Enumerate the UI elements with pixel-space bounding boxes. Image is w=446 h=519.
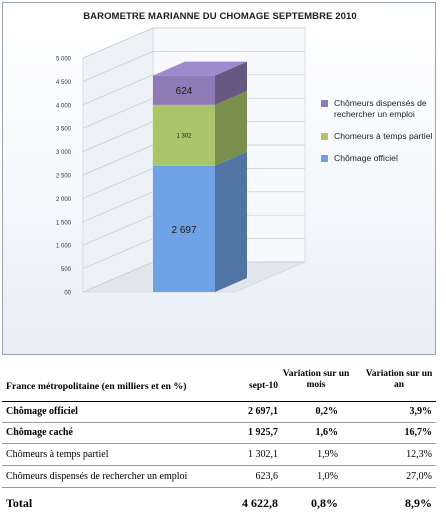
bar-side-temps-partiel (215, 90, 247, 166)
chart-canvas: 5 000 4 500 4 000 3 500 3 000 2 500 2 000 1 500… (56, 27, 306, 297)
y-tick-label: 3 000 (56, 150, 72, 156)
legend-label-officiel: Chômage officiel (334, 153, 398, 163)
row-label: Chômage officiel (6, 406, 78, 417)
table-header: France métropolitaine (en milliers et en… (2, 367, 436, 402)
y-tick-label: 1 000 (56, 244, 72, 250)
y-tick-label: 500 (61, 267, 72, 273)
table-row-total: Total 4 622,8 0,8% 8,9% (2, 488, 436, 518)
row-value: 1 302,1 (248, 449, 278, 460)
y-tick-label: 2 000 (56, 197, 72, 203)
bar-top-dispenses (153, 61, 247, 76)
legend-item-officiel: Chômage officiel (321, 153, 439, 164)
table-row: Chômage caché 1 925,7 1,6% 16,7% (2, 423, 436, 444)
bar-side-dispenses (215, 61, 247, 105)
legend-item-dispenses: Chômeurs dispensés de rechercher un empl… (321, 98, 439, 120)
row-year-variation: 16,7% (404, 427, 433, 438)
row-month-variation: 1,9% (317, 449, 338, 460)
y-tick-label: 4 500 (56, 80, 72, 86)
data-label-dispenses: 624 (176, 86, 193, 97)
row-value: 623,6 (255, 471, 279, 482)
legend-swatch-dispenses (321, 100, 328, 107)
row-month-variation: 0,2% (315, 406, 339, 417)
unemployment-table: France métropolitaine (en milliers et en… (2, 367, 436, 518)
row-value: 1 925,7 (248, 427, 278, 438)
data-label-temps-partiel: 1 302 (176, 133, 192, 139)
bar-front-dispenses (153, 75, 215, 105)
legend-label-dispenses: Chômeurs dispensés de rechercher un empl… (334, 98, 427, 119)
row-year-variation: 3,9% (409, 406, 433, 417)
chart-title: BAROMETRE MARIANNE DU CHOMAGE SEPTEMBRE … (83, 11, 357, 22)
row-month-variation: 1,0% (317, 471, 338, 482)
chart-legend: Chômeurs dispensés de rechercher un empl… (321, 98, 439, 175)
table-row: Chômage officiel 2 697,1 0,2% 3,9% (2, 402, 436, 423)
legend-swatch-officiel (321, 155, 328, 162)
table-row: Chômeurs à temps partiel 1 302,1 1,9% 12… (2, 444, 436, 466)
header-col-date: sept-10 (248, 381, 278, 391)
data-label-officiel: 2 697 (171, 225, 196, 236)
y-tick-label: 2 500 (56, 174, 72, 180)
gridline (82, 74, 305, 106)
header-col-month-variation: Variation sur un mois (282, 369, 350, 390)
header-col-year-variation: Variation sur un an (365, 369, 433, 390)
row-year-variation: 12,3% (406, 449, 432, 460)
chart-panel: 5 000 4 500 4 000 3 500 3 000 2 500 2 000 1 500… (2, 2, 436, 355)
row-value: 2 697,1 (248, 406, 278, 417)
y-tick-label: 00 (64, 291, 71, 297)
row-label: Chômage caché (6, 427, 73, 438)
row-value: 4 622,8 (242, 496, 278, 510)
row-label: Total (6, 496, 33, 510)
y-tick-label: 5 000 (56, 57, 72, 63)
table-row: Chômeurs dispensés de rechercher un empl… (2, 466, 436, 488)
y-tick-label: 1 500 (56, 220, 72, 226)
row-year-variation: 27,0% (406, 471, 432, 482)
row-label: Chômeurs dispensés de rechercher un empl… (6, 471, 188, 482)
bar-front-officiel (153, 165, 215, 292)
y-tick-label: 3 500 (56, 127, 72, 133)
row-year-variation: 8,9% (405, 496, 432, 510)
row-month-variation: 1,6% (315, 427, 339, 438)
legend-swatch-temps-partiel (321, 133, 328, 140)
y-tick-label: 4 000 (56, 103, 72, 109)
bar-front-temps-partiel (153, 104, 215, 166)
bar-side-officiel (215, 151, 247, 292)
row-month-variation: 0,8% (311, 496, 338, 510)
header-label: France métropolitaine (en milliers et en… (6, 381, 187, 392)
gridline (82, 27, 305, 59)
row-label: Chômeurs à temps partiel (6, 449, 109, 460)
legend-item-temps-partiel: Chomeurs à temps partiel (321, 131, 439, 142)
legend-label-temps-partiel: Chomeurs à temps partiel (334, 131, 433, 141)
gridline (82, 51, 305, 82)
